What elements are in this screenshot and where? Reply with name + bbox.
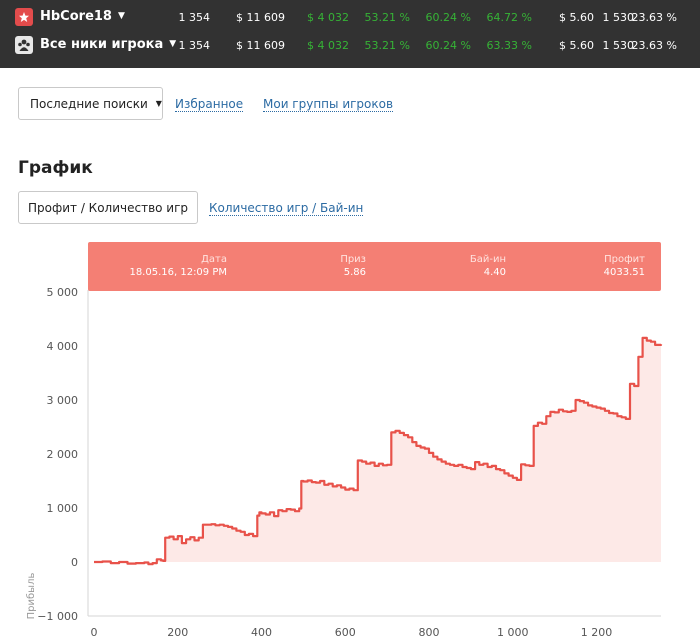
avg-buyin: $ 5.60 (559, 39, 594, 52)
tooltip-date: Дата 18.05.16, 12:09 PM (129, 253, 227, 279)
tooltip-buyin-label: Бай-ин (469, 254, 506, 265)
y-tick-label: −1 000 (37, 610, 78, 623)
y-tick-label: 2 000 (47, 448, 79, 461)
player-groups-link[interactable]: Мои группы игроков (263, 97, 394, 112)
total-buyins: $ 11 609 (236, 39, 285, 52)
y-axis-label: Прибыль (26, 573, 37, 620)
tooltip-profit-value: 4033.51 (603, 267, 645, 278)
stat-count: 1 530 (602, 11, 635, 24)
y-tick-label: 1 000 (47, 502, 79, 515)
player-row[interactable]: HbCore18 ▼ 1 354 $ 11 609 $ 4 032 53.21 %… (0, 4, 700, 32)
games-count: 1 354 (178, 11, 211, 24)
tooltip-prize-label: Приз (340, 254, 366, 265)
total-profit: $ 4 032 (307, 11, 349, 24)
x-tick-label: 1 000 (497, 626, 529, 639)
stat-percent-1: 53.21 % (364, 11, 410, 24)
favorites-link[interactable]: Избранное (175, 97, 244, 112)
stat-count: 1 530 (602, 39, 635, 52)
player-stats-bar: HbCore18 ▼ 1 354 $ 11 609 $ 4 032 53.21 %… (0, 0, 700, 68)
x-tick-label: 600 (335, 626, 356, 639)
pokerstars-icon (15, 8, 33, 26)
stat-percent-1: 53.21 % (364, 39, 410, 52)
y-tick-label: 5 000 (47, 286, 79, 299)
chevron-down-icon: ▼ (117, 11, 125, 21)
tooltip-buyin-value: 4.40 (483, 267, 506, 278)
x-tick-label: 400 (251, 626, 272, 639)
avg-buyin: $ 5.60 (559, 11, 594, 24)
series-area (94, 337, 661, 565)
player-name-dropdown[interactable]: Все ники игрока ▼ (40, 37, 176, 52)
player-name: HbCore18 (40, 9, 112, 24)
tooltip-date-label: Дата (201, 254, 227, 265)
tooltip-profit: Профит 4033.51 (604, 253, 645, 279)
chevron-down-icon: ▼ (169, 39, 177, 49)
player-name: Все ники игрока (40, 37, 164, 52)
player-name-dropdown[interactable]: HbCore18 ▼ (40, 9, 125, 24)
profit-chart[interactable]: −1 000 0 1 000 2 000 3 000 4 000 5 000 0 200 400 6… (0, 230, 700, 643)
players-group-icon (15, 36, 33, 54)
x-tick-label: 0 (91, 626, 98, 639)
tooltip-profit-label: Профит (604, 254, 645, 265)
section-title: График (18, 158, 93, 178)
x-tick-label: 1 200 (581, 626, 613, 639)
games-count: 1 354 (178, 39, 211, 52)
chevron-down-icon: ▼ (155, 99, 162, 108)
tooltip-prize: Приз 5.86 (340, 253, 366, 279)
tab-profit-vs-games[interactable]: Профит / Количество игр (18, 191, 198, 224)
roi-value: 23.63 % (631, 11, 677, 24)
roi-value: 23.63 % (631, 39, 677, 52)
y-tick-label: 4 000 (47, 340, 79, 353)
y-tick-label: 0 (71, 556, 78, 569)
stat-percent-3: 63.33 % (486, 39, 532, 52)
recent-searches-dropdown[interactable]: Последние поиски ▼ (18, 87, 163, 120)
total-buyins: $ 11 609 (236, 11, 285, 24)
recent-searches-label: Последние поиски (30, 96, 148, 111)
y-tick-label: 3 000 (47, 394, 79, 407)
series-line (94, 336, 663, 566)
chart-tooltip: Дата 18.05.16, 12:09 PM Приз 5.86 Бай-ин… (88, 242, 661, 291)
total-profit: $ 4 032 (307, 39, 349, 52)
stat-percent-3: 64.72 % (486, 11, 532, 24)
tab-games-vs-buyin[interactable]: Количество игр / Бай-ин (209, 201, 364, 216)
tooltip-buyin: Бай-ин 4.40 (470, 253, 506, 279)
x-tick-label: 200 (167, 626, 188, 639)
tooltip-prize-value: 5.86 (343, 267, 366, 278)
x-tick-label: 800 (419, 626, 440, 639)
tooltip-date-value: 18.05.16, 12:09 PM (129, 267, 227, 278)
player-row[interactable]: Все ники игрока ▼ 1 354 $ 11 609 $ 4 032 … (0, 32, 700, 60)
stat-percent-2: 60.24 % (425, 11, 471, 24)
stat-percent-2: 60.24 % (425, 39, 471, 52)
